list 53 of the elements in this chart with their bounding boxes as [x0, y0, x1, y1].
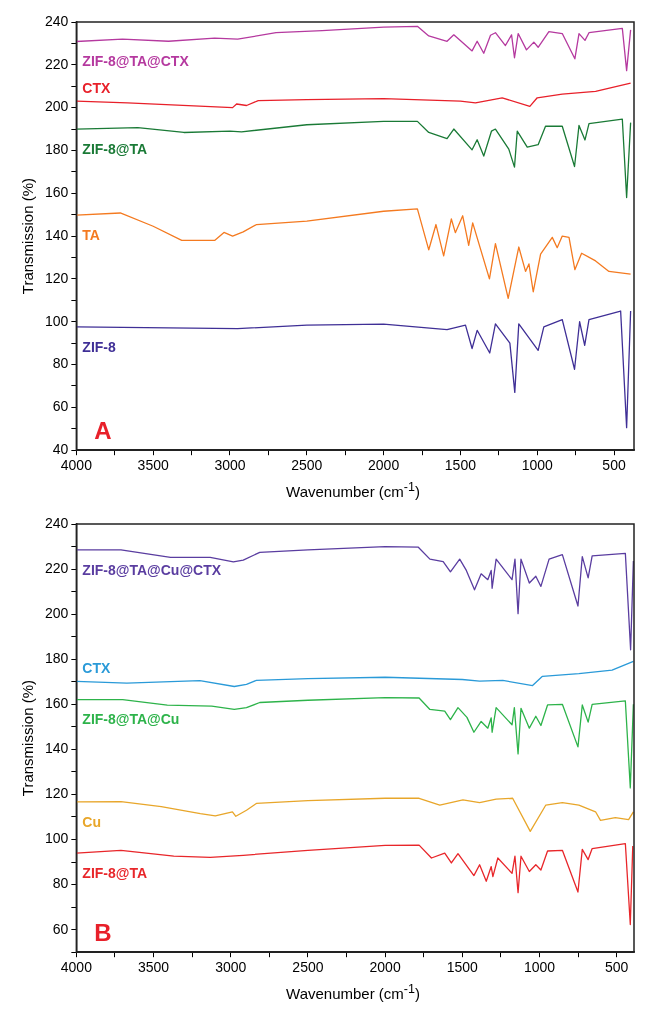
y-tick-label: 120 — [45, 269, 69, 286]
series-label: ZIF-8@TA@CTX — [82, 53, 190, 70]
x-tick-label: 4000 — [60, 457, 93, 474]
y-tick-label: 80 — [52, 355, 69, 372]
series-label: ZIF-8@TA@Cu@CTX — [82, 561, 222, 578]
y-tick-label: 160 — [45, 184, 69, 201]
series-label: ZIF-8@TA — [82, 864, 148, 881]
series-label: ZIF-8 — [82, 338, 117, 355]
y-tick-label: 200 — [45, 98, 69, 115]
y-tick-label: 100 — [45, 830, 69, 847]
y-tick-label: 240 — [45, 12, 69, 29]
x-tick-label: 3000 — [215, 959, 247, 976]
y-tick-label: 60 — [52, 920, 69, 937]
y-tick-label: 140 — [45, 740, 69, 757]
series-label: Cu — [82, 813, 102, 830]
x-tick-label: 3500 — [137, 959, 170, 976]
y-tick-label: 80 — [52, 875, 69, 892]
series-label: CTX — [82, 80, 112, 97]
x-tick-label: 500 — [602, 457, 626, 474]
series-label: ZIF-8@TA — [82, 140, 148, 157]
series-label: TA — [82, 226, 100, 243]
x-axis-title: Wavenumber (cm$^{-1}$) — [285, 480, 421, 500]
y-tick-label: 40 — [52, 441, 69, 458]
y-tick-label: 220 — [45, 559, 69, 576]
annotation: A — [94, 416, 112, 444]
x-tick-label: 2000 — [369, 959, 401, 976]
x-tick-label: 2500 — [291, 457, 323, 474]
x-tick-label: 1000 — [523, 959, 556, 976]
x-tick-label: 4000 — [60, 959, 93, 976]
series-label: ZIF-8@TA@Cu — [82, 711, 180, 728]
x-tick-label: 1500 — [444, 457, 477, 474]
x-tick-label: 1500 — [446, 959, 479, 976]
y-tick-label: 60 — [52, 398, 69, 415]
x-tick-label: 3000 — [214, 457, 246, 474]
x-axis-title: Wavenumber (cm$^{-1}$) — [285, 982, 421, 1002]
y-tick-label: 160 — [45, 695, 69, 712]
x-tick-label: 500 — [605, 959, 629, 976]
y-tick-label: 120 — [45, 785, 69, 802]
y-tick-label: 100 — [45, 312, 69, 329]
y-tick-label: 240 — [45, 514, 69, 531]
y-axis-title: Transmission (%) — [19, 680, 37, 797]
y-tick-label: 180 — [45, 141, 69, 158]
y-tick-label: 140 — [45, 226, 69, 243]
x-tick-label: 3500 — [137, 457, 169, 474]
x-tick-label: 1000 — [521, 457, 553, 474]
annotation: B — [94, 918, 112, 946]
y-tick-label: 200 — [45, 605, 69, 622]
x-tick-label: 2000 — [368, 457, 400, 474]
y-tick-label: 220 — [45, 55, 69, 72]
y-tick-label: 180 — [45, 650, 69, 667]
series-label: CTX — [82, 660, 112, 677]
x-tick-label: 2500 — [292, 959, 324, 976]
y-axis-title: Transmission (%) — [19, 178, 37, 295]
